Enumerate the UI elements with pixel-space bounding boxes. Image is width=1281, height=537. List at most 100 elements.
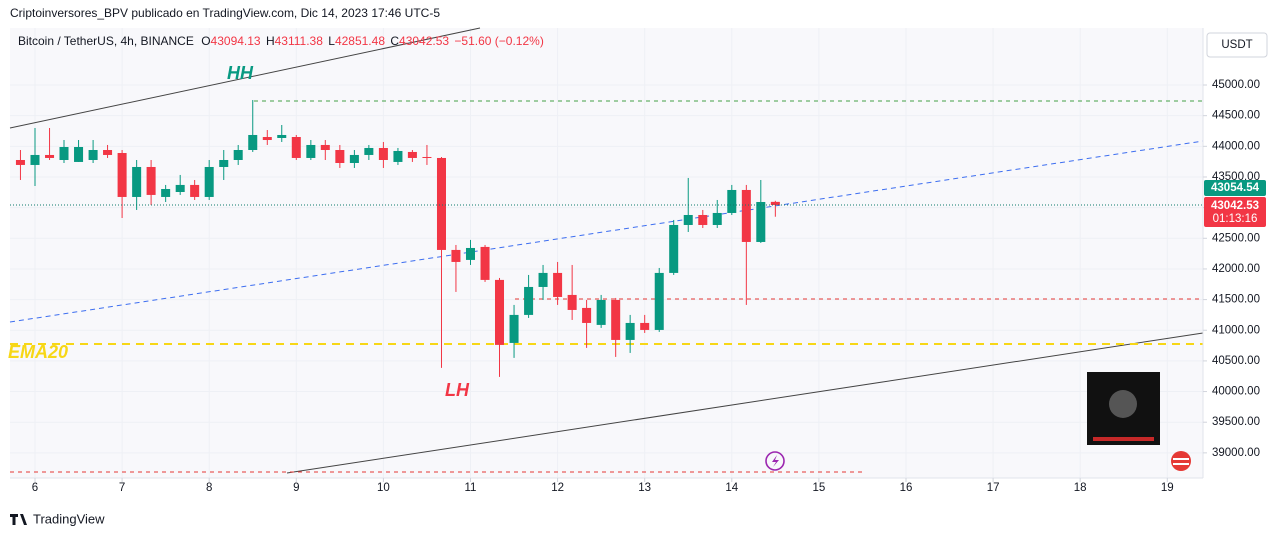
legend-letter: L [328, 34, 335, 48]
candle-body [161, 188, 171, 197]
candle-body [596, 299, 606, 325]
candle-body [15, 159, 25, 165]
channel-upper [9, 27, 481, 129]
y-tick-label: 41000.00 [1212, 324, 1260, 336]
candle-body [509, 314, 519, 343]
y-tick-label: 39000.00 [1212, 447, 1260, 459]
legend-letter: C [390, 34, 399, 48]
candle-body [291, 137, 301, 158]
annotation-hh: HH [227, 63, 254, 83]
annotation-ema20: EMA20 [8, 342, 68, 362]
candle-body [204, 166, 214, 197]
candle-body [277, 134, 287, 138]
y-tick-label: 39500.00 [1212, 416, 1260, 428]
x-tick-label: 12 [551, 482, 564, 494]
candle-body [407, 151, 417, 158]
x-tick-label: 7 [119, 482, 125, 494]
candle-body [538, 272, 548, 287]
legend: Bitcoin / TetherUS, 4h, BINANCE O43094.1… [18, 34, 544, 48]
y-tick-label: 41500.00 [1212, 294, 1260, 306]
candle-body [393, 150, 403, 162]
tv-logo [10, 514, 27, 525]
x-tick-label: 10 [377, 482, 390, 494]
x-tick-label: 13 [638, 482, 651, 494]
flag-stripe [1173, 458, 1189, 460]
candle-body [436, 157, 446, 250]
countdown-label: 01:13:16 [1213, 213, 1258, 225]
candle-body [45, 154, 55, 158]
candle-body [364, 147, 374, 155]
x-tick-label: 6 [32, 482, 38, 494]
legend-open: 43094.13 [211, 34, 261, 48]
x-tick-label: 15 [812, 482, 825, 494]
x-tick-label: 16 [900, 482, 913, 494]
x-tick-label: 17 [987, 482, 1000, 494]
candle-body [117, 153, 127, 197]
x-tick-label: 11 [465, 482, 477, 494]
flag-icon[interactable] [1171, 451, 1191, 471]
candle-body [756, 201, 766, 242]
candle-body [30, 154, 40, 165]
plot-background [10, 28, 1203, 478]
annotation-lh: LH [445, 380, 470, 400]
flag-stripe [1173, 463, 1189, 465]
candle-body [306, 144, 316, 158]
y-tick-label: 43500.00 [1212, 171, 1260, 183]
candle-body [132, 166, 142, 197]
candle-body [262, 137, 272, 141]
logo-caption [1093, 437, 1154, 441]
y-tick-label: 42500.00 [1212, 232, 1260, 244]
y-tick-label: 44500.00 [1212, 110, 1260, 122]
candle-body [524, 286, 534, 315]
channel-lower [286, 332, 1204, 474]
candle-body [248, 134, 258, 151]
candle-body [683, 214, 693, 225]
candle-body [669, 224, 679, 273]
event-icon[interactable] [765, 451, 785, 471]
y-tick-label: 40000.00 [1212, 386, 1260, 398]
y-tick-label: 40500.00 [1212, 355, 1260, 367]
legend-letter: O [201, 34, 210, 48]
candle-body [103, 150, 113, 155]
candle-body [553, 272, 563, 297]
event-icon-bolt [772, 455, 779, 467]
candle-body [146, 166, 156, 195]
candles [15, 100, 780, 377]
legend-change: −51.60 (−0.12%) [454, 34, 543, 48]
candle-body [712, 212, 722, 225]
legend-close: 43042.53 [399, 34, 449, 48]
trend-mid [9, 140, 1204, 323]
x-tick-label: 18 [1074, 482, 1087, 494]
legend-letter: H [266, 34, 275, 48]
candle-body [74, 146, 84, 162]
currency-button[interactable] [1206, 32, 1268, 58]
publisher-line: Criptoinversores_BPV publicado en Tradin… [10, 6, 440, 20]
candle-body [59, 146, 69, 160]
legend-high: 43111.38 [275, 34, 324, 48]
candle-body [190, 184, 200, 197]
x-tick-label: 14 [725, 482, 738, 494]
y-tick-label: 42000.00 [1212, 263, 1260, 275]
indicator-label: 43054.54 [1211, 182, 1260, 194]
candle-body [451, 249, 461, 262]
candle-body [88, 150, 98, 160]
indicator-label-box [1204, 180, 1266, 197]
candle-body [233, 150, 243, 160]
candle-body [175, 184, 185, 192]
candle-body [698, 214, 708, 225]
footer-brand: TradingView [33, 511, 105, 526]
candle-body [741, 189, 751, 242]
candle-body [770, 201, 780, 206]
candle-body [640, 322, 650, 330]
candle-body [422, 156, 432, 158]
candle-body [378, 147, 388, 160]
price-label: 43042.53 [1211, 200, 1259, 212]
legend-low: 42851.48 [335, 34, 385, 48]
candle-body [219, 159, 229, 167]
y-tick-label: 45000.00 [1212, 79, 1260, 91]
grid [10, 28, 1203, 478]
candle-body [335, 150, 345, 163]
legend-symbol: Bitcoin / TetherUS, 4h, BINANCE [18, 34, 194, 48]
currency-label: USDT [1221, 39, 1252, 51]
